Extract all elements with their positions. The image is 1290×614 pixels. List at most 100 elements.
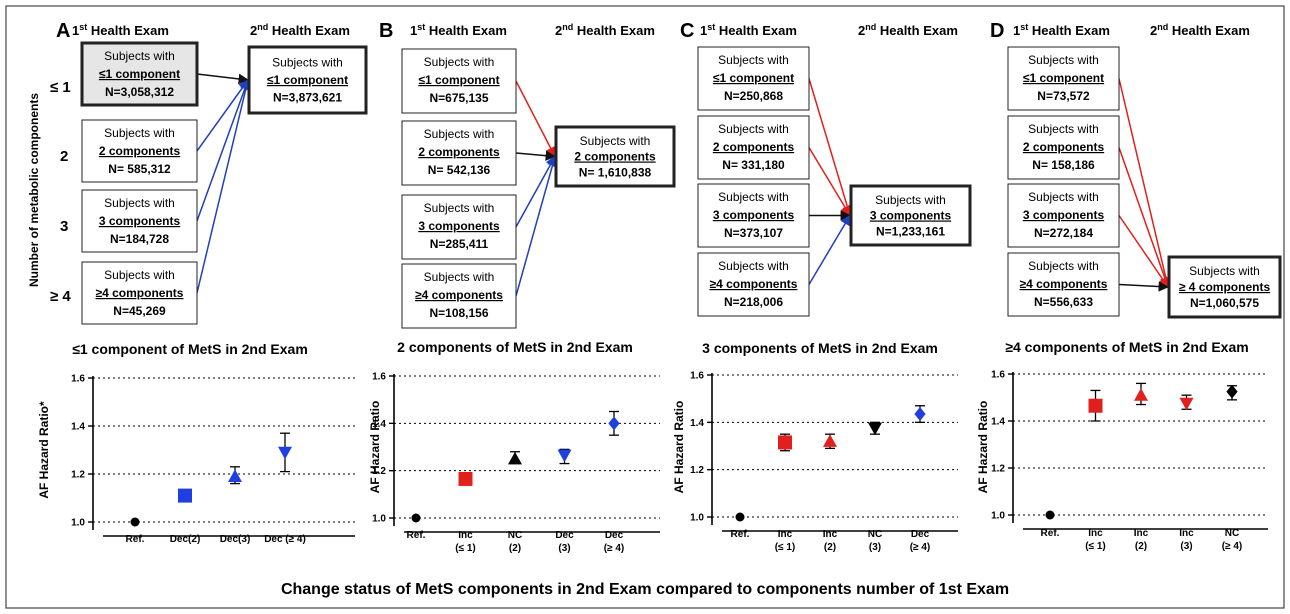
box-line-1: Subjects with [1028,190,1099,204]
box-line-1: Subjects with [718,122,789,136]
box-n-count: N=218,006 [724,295,783,309]
transition-arrow [515,150,557,161]
hazard-ratio-marker [608,416,620,431]
hr-chart-2: 2 components of MetS in 2nd Exam AF Hazar… [368,339,660,554]
data-point [868,421,882,436]
first-exam-header: 1st Health Exam [72,22,169,38]
transition-arrow [196,79,250,222]
hazard-ratio-marker [1088,398,1103,413]
box-frame [81,261,198,325]
x-tick-label: (≤ 1) [1085,541,1106,552]
box-n-count: N=184,728 [110,232,169,246]
hazard-ratio-marker [1134,388,1148,401]
box-line-1: Subjects with [1028,259,1099,273]
box-n-count: N= 542,136 [428,163,491,177]
box-frame [1167,255,1282,319]
first-exam-box: Subjects with 2 components N= 542,136 [401,120,517,186]
flow-panel-d: D 1st Health Exam 2nd Health Exam Subjects … [990,20,1282,319]
first-exam-box: Subjects with ≥4 components N=218,006 [697,252,810,317]
box-component-count: 2 components [713,140,795,154]
box-n-count: N= 585,312 [108,162,171,176]
data-point [130,517,140,527]
x-tick-label: Ref. [731,529,750,540]
data-point [228,466,242,485]
first-exam-box: Subjects with 2 components N= 585,312 [81,119,198,183]
first-exam-header: 1st Health Exam [700,22,797,38]
panel-letter: D [990,20,1004,42]
y-axis-label: AF Hazard Ratio [672,401,686,494]
x-tick-label: Ref. [407,530,426,541]
exam-number: 1 [1013,23,1020,38]
hr-chart-4: ≥4 components of MetS in 2nd Exam AF Haza… [976,339,1268,552]
first-exam-box: Subjects with ≤1 component N=73,572 [1007,46,1120,111]
x-tick-label: (2) [509,543,521,554]
y-tick-label: 1.0 [71,518,85,529]
first-exam-box: Subjects with 2 components N= 331,180 [697,115,810,180]
data-point [1088,389,1103,422]
x-tick-label: (≥ 4) [910,542,931,553]
chart-title: 3 components of MetS in 2nd Exam [702,340,938,356]
box-frame [697,252,810,317]
box-frame [697,183,810,248]
x-tick-label: NC [868,529,882,540]
box-n-count: N=285,411 [430,237,489,251]
x-tick-label: (≥ 4) [604,543,625,554]
box-line-1: Subjects with [424,201,495,215]
level-2: 2 [60,148,68,165]
transition-arrow [1118,147,1170,288]
x-tick-label: Inc [458,530,473,541]
hazard-ratio-marker [823,434,837,447]
exam-ordinal-sup: st [1020,22,1028,32]
exam-number: 1 [410,23,417,38]
exam-label: Health Exam [425,23,507,38]
second-exam-header: 2nd Health Exam [1150,22,1250,38]
box-component-count: 2 components [1023,140,1105,154]
y-tick-label: 1.0 [690,513,704,524]
box-line-1: Subjects with [104,196,175,210]
transition-arrow [196,73,250,85]
exam-ordinal-sup: st [707,22,715,32]
box-line-1: Subjects with [272,56,343,70]
data-point [178,488,192,503]
box-frame [849,184,972,247]
hazard-ratio-marker [228,469,242,482]
y-tick-label: 1.2 [991,464,1005,475]
box-component-count: ≥4 components [415,288,503,302]
first-exam-box: Subjects with ≥4 components N=556,633 [1007,252,1120,317]
data-point [1226,384,1238,401]
y-tick-label: 1.6 [372,372,386,383]
hazard-ratio-marker [458,471,473,486]
x-tick-label: Ref. [126,534,145,545]
hazard-ratio-marker [1226,384,1238,399]
data-point [411,513,421,523]
box-component-count: ≥4 components [1020,277,1108,291]
exam-ordinal-sup: nd [562,22,573,32]
box-line-1: Subjects with [718,53,789,67]
exam-label: Health Exam [1168,23,1250,38]
first-exam-box: Subjects with ≥4 components N=45,269 [81,261,198,325]
box-component-count: 3 components [1023,208,1105,222]
data-point [508,451,522,465]
exam-label: Health Exam [268,23,350,38]
x-tick-label: (≥ 4) [1222,541,1243,552]
flow-panel-a: A 1st Health Exam 2nd Health ExamSubjects … [56,20,368,325]
box-component-count: 3 components [418,219,500,233]
transition-arrow [1118,281,1170,292]
box-component-count: ≤1 component [99,67,180,81]
box-line-1: Subjects with [875,193,946,207]
box-frame [1007,183,1120,248]
hr-chart-1: ≤1 component of MetS in 2nd Exam AF Hazar… [37,341,355,545]
box-n-count: N=1,233,161 [876,224,945,238]
x-tick-label: Inc [823,529,838,540]
metabolic-levels: ≤ 1 2 3 ≥ 4 [50,79,71,305]
y-tick-label: 1.0 [372,514,386,525]
y-tick-label: 1.4 [71,422,85,433]
box-frame [81,189,198,253]
box-component-count: ≥4 components [710,277,798,291]
hazard-ratio-marker [178,488,192,503]
first-exam-box: Subjects with 3 components N=272,184 [1007,183,1120,248]
exam-number: 1 [700,23,707,38]
box-n-count: N=45,269 [113,304,166,318]
exam-number: 2 [555,23,562,38]
box-frame [1007,46,1120,111]
